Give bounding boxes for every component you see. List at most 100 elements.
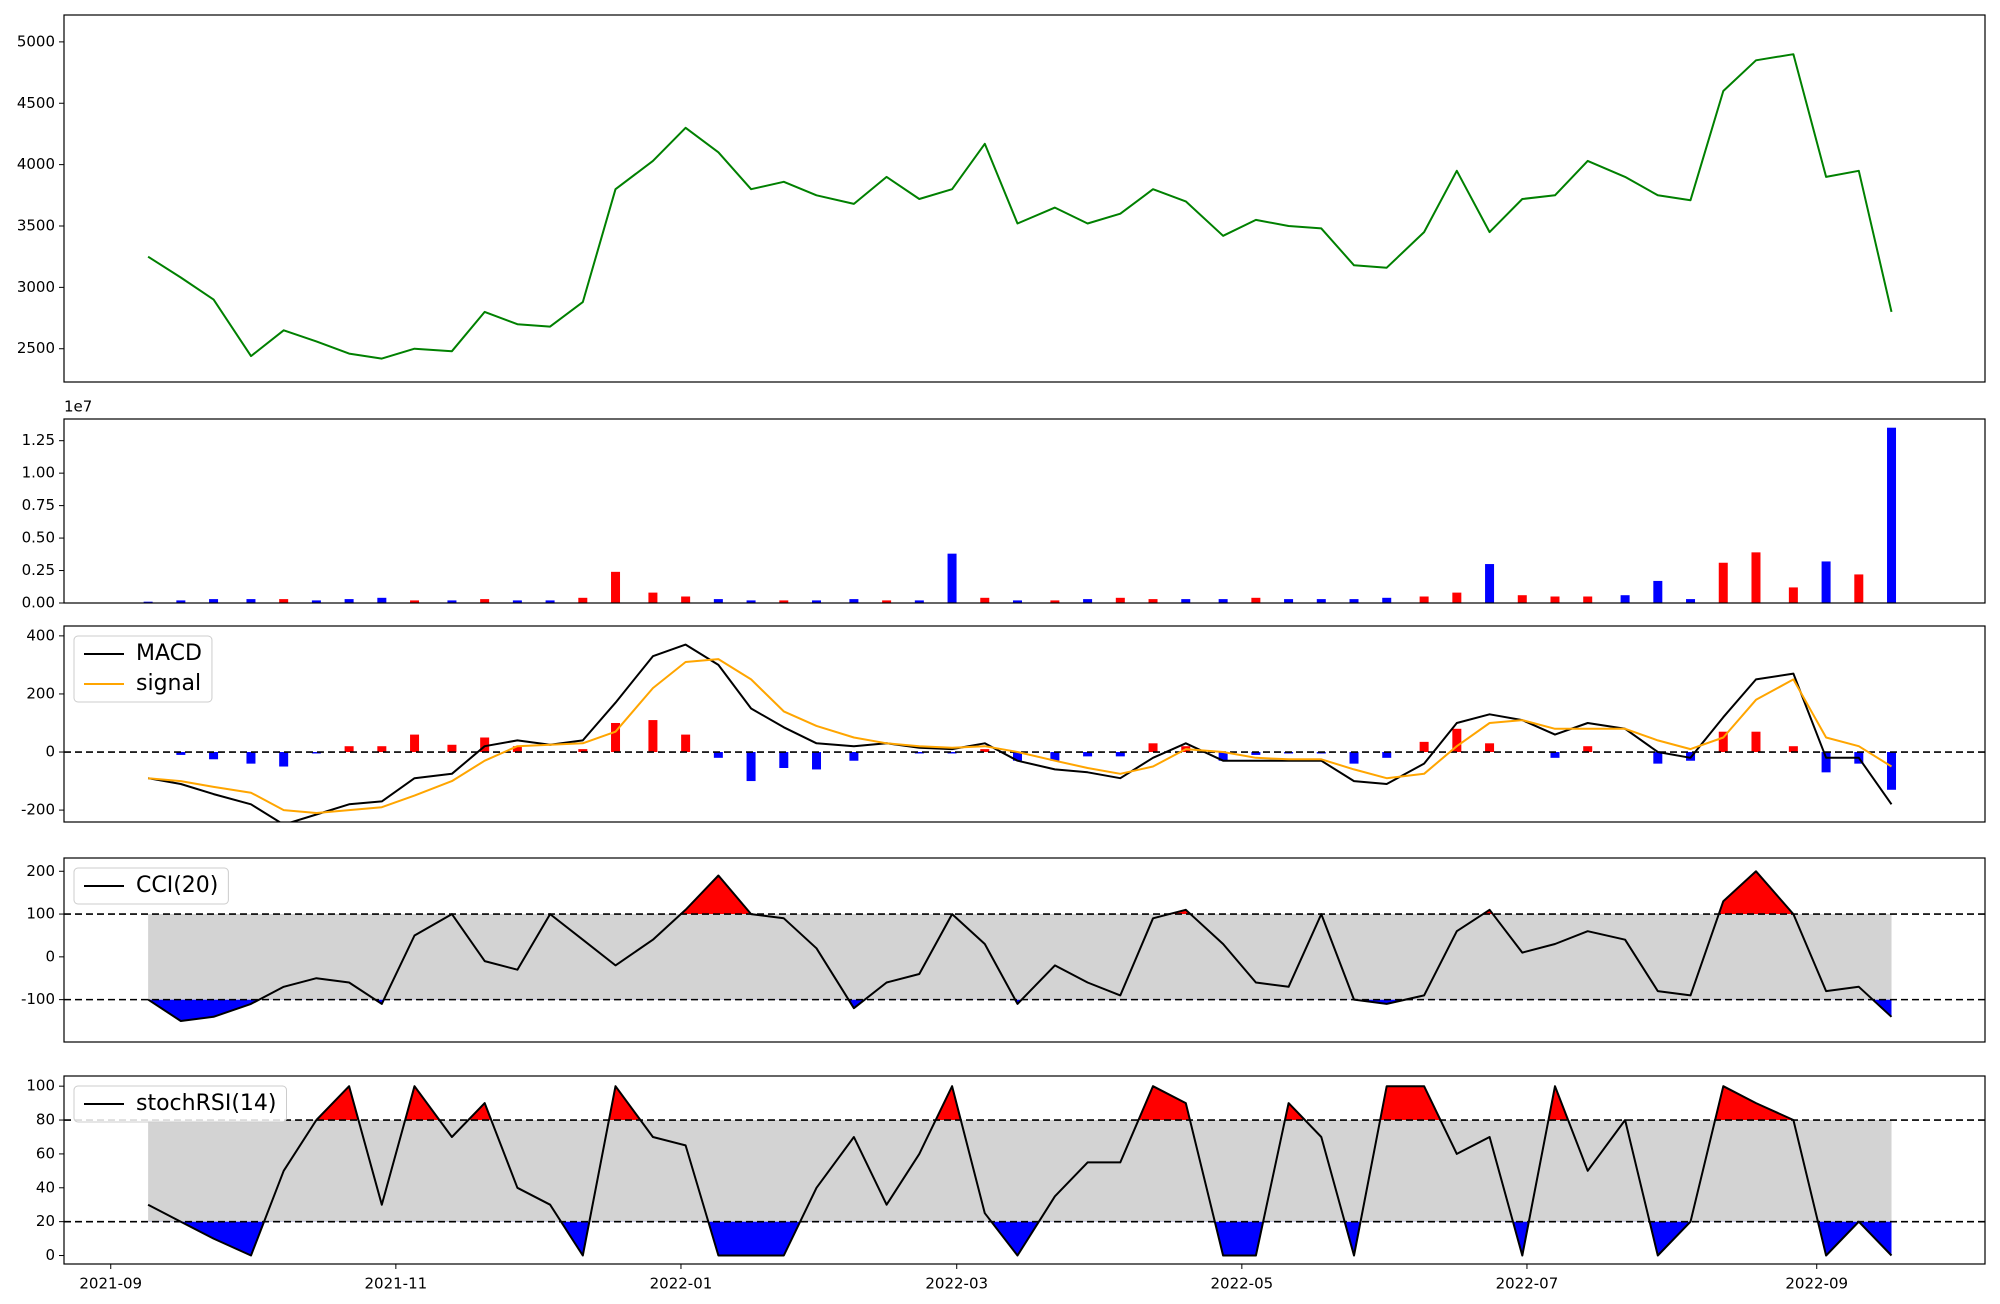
- y-tick-label: 0.25: [22, 561, 55, 579]
- y-tick-label: 0.00: [22, 594, 55, 612]
- bar: [1653, 580, 1663, 603]
- bar: [648, 592, 658, 603]
- bar: [1485, 743, 1495, 753]
- bar: [849, 752, 859, 761]
- bar: [176, 600, 186, 603]
- legend-box: [73, 635, 213, 703]
- bar: [246, 599, 256, 603]
- bar: [947, 553, 957, 603]
- y-tick-label: 100: [26, 1077, 55, 1095]
- y-tick-label: 2500: [17, 339, 55, 357]
- bar: [980, 749, 990, 753]
- bar: [344, 599, 354, 603]
- bar: [1218, 599, 1228, 603]
- x-tick-label: 2022-09: [1785, 1275, 1848, 1293]
- bar: [377, 746, 387, 753]
- y-tick-label: 0.75: [22, 496, 55, 514]
- line-series: [147, 1085, 1893, 1257]
- panel: -100 0 100 200 CCI(20): [21, 857, 1986, 1043]
- line-series: [147, 643, 1893, 822]
- bar: [1653, 752, 1663, 764]
- bar: [1887, 427, 1897, 603]
- bar: [779, 752, 789, 768]
- bar: [746, 752, 756, 782]
- plot-area: [147, 53, 1893, 360]
- bar: [1550, 596, 1560, 603]
- bar: [1115, 597, 1125, 603]
- bar: [1012, 752, 1022, 761]
- panel-frame: [63, 418, 1986, 604]
- overbought-fill: [148, 1086, 1892, 1121]
- bar: [681, 596, 691, 603]
- y-tick-label: 5000: [17, 32, 55, 50]
- bar: [578, 597, 588, 603]
- bar: [1751, 552, 1761, 603]
- bar: [914, 752, 924, 754]
- legend-label: MACD: [136, 641, 202, 666]
- bar: [512, 600, 522, 603]
- bar: [1452, 728, 1462, 753]
- x-tick-label: 2022-01: [650, 1275, 713, 1293]
- bar: [545, 600, 555, 603]
- bar: [1050, 600, 1060, 603]
- bar: [980, 597, 990, 603]
- bar: [1485, 564, 1495, 603]
- x-tick-label: 2021-09: [79, 1275, 142, 1293]
- bar: [1419, 596, 1429, 603]
- bar: [447, 600, 457, 603]
- y-tick-label: 1.25: [22, 431, 55, 449]
- plot-area: [143, 427, 1897, 603]
- bar: [812, 600, 822, 603]
- bar: [882, 600, 892, 603]
- bar: [1718, 731, 1728, 753]
- y-tick-label: 3000: [17, 278, 55, 296]
- y-tick-label: 20: [36, 1212, 55, 1230]
- bar: [1718, 562, 1728, 603]
- plot-area: [64, 643, 1985, 822]
- panel: -200 0 200 400 MACD signal: [21, 625, 1986, 823]
- bar: [1583, 746, 1593, 753]
- bar: [1012, 600, 1022, 603]
- bar: [311, 752, 321, 754]
- bar: [480, 599, 490, 603]
- bar: [1050, 752, 1060, 761]
- bar: [209, 599, 219, 603]
- bar: [480, 737, 490, 753]
- line-series: [148, 658, 1893, 814]
- bar: [849, 599, 859, 603]
- y-tick-label: 200: [26, 684, 55, 702]
- plot-area: [64, 1085, 1985, 1257]
- legend-label: stochRSI(14): [136, 1091, 277, 1116]
- panel-frame: [63, 857, 1986, 1043]
- x-tick-label: 2022-03: [925, 1275, 988, 1293]
- legend-label: signal: [136, 671, 201, 696]
- bar: [1148, 743, 1158, 753]
- y-tick-label: 60: [36, 1144, 55, 1162]
- bar: [1316, 599, 1326, 603]
- bar: [1251, 752, 1261, 755]
- legend-label: CCI(20): [136, 873, 218, 898]
- bar: [311, 600, 321, 603]
- bar: [1148, 599, 1158, 603]
- bar: [1419, 741, 1429, 753]
- legend-box: [73, 1085, 287, 1123]
- bar: [1821, 561, 1831, 603]
- bar: [1788, 746, 1798, 753]
- legend: stochRSI(14): [73, 1085, 287, 1123]
- panel: 0.00 0.25 0.50 0.75 1.00 1.25 1e7: [22, 398, 1986, 612]
- bar: [1686, 599, 1696, 603]
- panel: 2500 3000 3500 4000 4500 5000: [17, 14, 1986, 383]
- bar: [578, 749, 588, 753]
- bar: [1382, 752, 1392, 758]
- panel-frame: [63, 14, 1986, 383]
- y-tick-label: -200: [21, 801, 55, 819]
- bar: [1349, 599, 1359, 603]
- axis-offset-label: 1e7: [64, 398, 92, 416]
- bar: [681, 734, 691, 753]
- bar: [176, 752, 186, 755]
- bar: [713, 752, 723, 758]
- neutral-band: [148, 914, 1892, 1000]
- bar: [1382, 597, 1392, 603]
- bar: [611, 571, 621, 603]
